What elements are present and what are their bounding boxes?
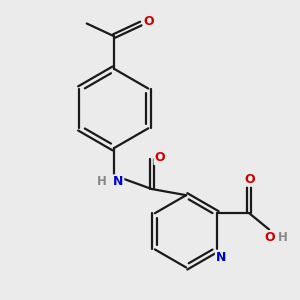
Text: O: O [144, 15, 154, 28]
Text: N: N [113, 175, 123, 188]
Text: O: O [244, 173, 255, 186]
Text: O: O [154, 151, 165, 164]
Text: N: N [216, 251, 226, 264]
Text: O: O [265, 231, 275, 244]
Text: H: H [278, 231, 288, 244]
Text: H: H [98, 175, 107, 188]
